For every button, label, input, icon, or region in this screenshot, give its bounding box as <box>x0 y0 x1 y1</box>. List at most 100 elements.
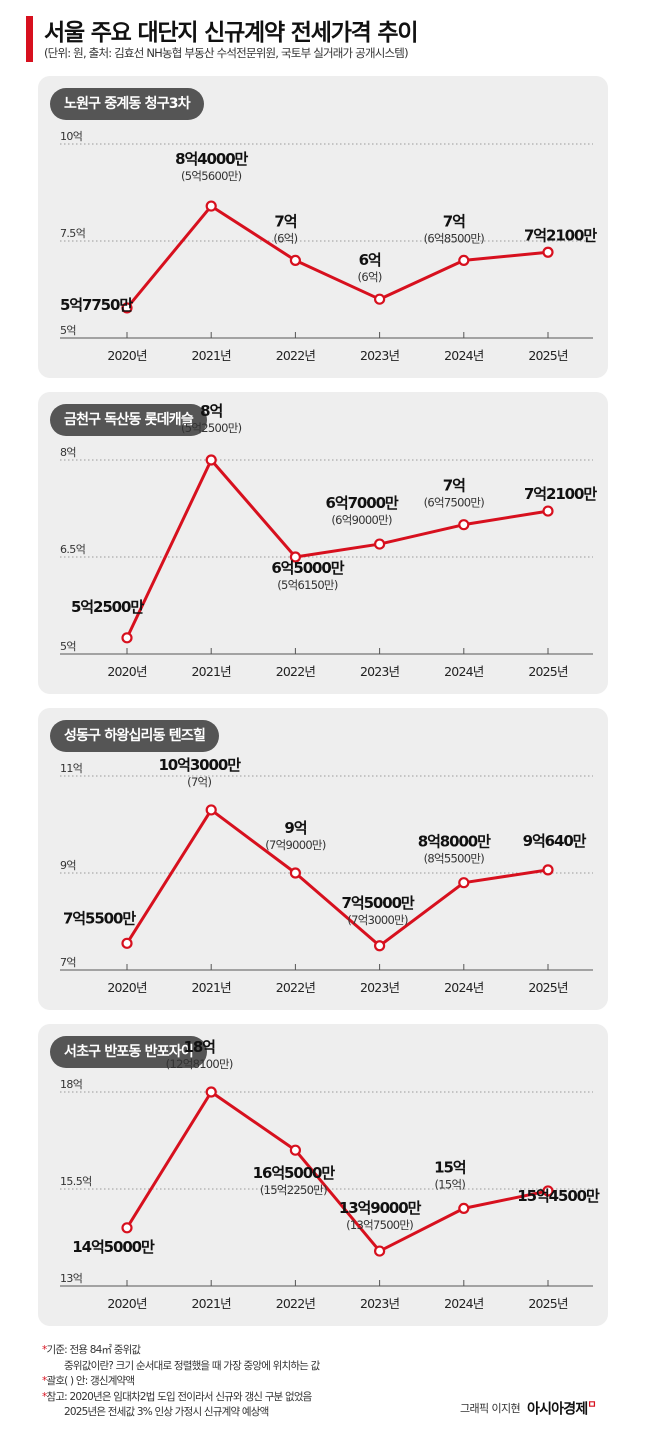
x-tick-label: 2020년 <box>107 348 147 363</box>
x-tick-label: 2023년 <box>360 348 400 363</box>
chart-title-pill: 금천구 독산동 롯데캐슬 <box>50 404 207 436</box>
y-tick-label: 15.5억 <box>60 1175 92 1188</box>
y-tick-label: 18억 <box>60 1078 82 1091</box>
footnote-line: *기준: 전용 84㎡ 중위값 <box>42 1344 141 1356</box>
value-label: 6억 <box>359 251 381 269</box>
value-label: 18억 <box>184 1038 216 1056</box>
value-label: 6억5000만 <box>271 559 344 577</box>
value-label: 14억5000만 <box>72 1238 155 1256</box>
x-tick-label: 2024년 <box>444 980 484 995</box>
renewal-label: (8억5500만) <box>424 852 485 866</box>
x-tick-label: 2025년 <box>528 980 568 995</box>
line-chart-seongdong: 11억 9억 7억 2020년 2021년 2022년 2023년 2024년 2025년 7억5… <box>60 756 593 995</box>
y-tick-label: 5억 <box>60 640 76 653</box>
value-label: 5억7750만 <box>60 296 133 314</box>
graphic-credit: 그래픽 이지현 <box>460 1402 521 1415</box>
brand-mark-icon: ㅁ <box>587 1400 596 1411</box>
value-label: 10억3000만 <box>158 756 241 774</box>
value-label: 13억9000만 <box>339 1199 422 1217</box>
line-chart-geumcheon: 8억 6.5억 5억 2020년 2021년 2022년 2023년 2024년 2025년 5억… <box>60 402 598 679</box>
x-tick-label: 2025년 <box>528 348 568 363</box>
y-tick-label: 6.5억 <box>60 543 85 556</box>
value-label: 8억8000만 <box>418 833 491 851</box>
x-tick-label: 2020년 <box>107 1296 147 1311</box>
series-line <box>125 808 549 948</box>
series-line <box>125 204 549 309</box>
page-subtitle: (단위: 원, 출처: 김효선 NH농협 부동산 수석전문위원, 국토부 실거래… <box>44 46 409 60</box>
x-tick-label: 2023년 <box>360 664 400 679</box>
value-label: 15억4500만 <box>517 1187 600 1205</box>
x-tick-label: 2020년 <box>107 664 147 679</box>
line-chart-nowon: 10억 7.5억 5억 2020년 2021년 2022년 2023년 2024년 2025년 5… <box>60 130 598 363</box>
renewal-label: (13억7500만) <box>346 1218 413 1232</box>
title-accent-bar <box>26 16 33 62</box>
page-title: 서울 주요 대단지 신규계약 전세가격 추이 <box>44 20 419 46</box>
value-label: 7억 <box>274 212 296 230</box>
renewal-label: (5억2500만) <box>181 421 242 435</box>
data-point <box>374 940 386 952</box>
chart-panel-geumcheon: 금천구 독산동 롯데캐슬 8억 6.5억 5억 2020년 2021년 2022년 2023… <box>38 392 608 694</box>
value-label: 7억2100만 <box>524 485 597 503</box>
x-tick-label: 2023년 <box>360 1296 400 1311</box>
renewal-label: (5억5600만) <box>181 169 242 183</box>
value-label: 6억7000만 <box>326 494 399 512</box>
renewal-label: (15억2250만) <box>260 1183 327 1197</box>
data-point <box>289 254 301 266</box>
value-label: 15억 <box>434 1158 466 1176</box>
x-tick-label: 2024년 <box>444 664 484 679</box>
x-tick-label: 2020년 <box>107 980 147 995</box>
data-point <box>458 877 470 889</box>
data-point <box>374 538 386 550</box>
data-point <box>542 505 554 517</box>
data-point <box>542 864 554 876</box>
footnote-line: *괄호( ) 안: 갱신계약액 <box>42 1375 135 1387</box>
data-point <box>121 632 133 644</box>
footnotes: *기준: 전용 84㎡ 중위값 중위값이란? 크기 순서대로 정렬했을 때 가장… <box>42 1343 320 1421</box>
x-tick-label: 2021년 <box>192 664 232 679</box>
y-tick-label: 7억 <box>60 956 76 969</box>
renewal-label: (7억) <box>187 775 211 789</box>
data-point <box>289 551 301 563</box>
data-point <box>542 246 554 258</box>
y-tick-label: 9억 <box>60 859 76 872</box>
data-point <box>374 1245 386 1257</box>
x-tick-label: 2025년 <box>528 1296 568 1311</box>
data-point <box>458 254 470 266</box>
renewal-label: (6억9000만) <box>331 513 392 527</box>
footnote-line: 2025년은 전세값 3% 인상 가정시 신규계약 예상액 <box>64 1406 269 1418</box>
value-label: 7억5500만 <box>63 909 136 927</box>
chart-panel-nowon: 노원구 중계동 청구3차 10억 7.5억 5억 2020년 2021년 2022년 202… <box>38 76 608 378</box>
y-tick-label: 5억 <box>60 324 76 337</box>
x-tick-label: 2024년 <box>444 348 484 363</box>
data-point <box>542 1185 554 1197</box>
chart-title-pill: 서초구 반포동 반포자이 <box>50 1036 207 1068</box>
x-tick-label: 2025년 <box>528 664 568 679</box>
data-point <box>205 1086 217 1098</box>
series-line <box>125 458 549 639</box>
chart-title-pill: 노원구 중계동 청구3차 <box>50 88 204 120</box>
renewal-label: (15억) <box>434 1177 465 1191</box>
value-label: 7억2100만 <box>524 226 597 244</box>
chart-panel-seocho: 서초구 반포동 반포자이 18억 15.5억 13억 2020년 2021년 2022년 2… <box>38 1024 608 1326</box>
value-label: 7억 <box>443 212 465 230</box>
value-label: 9억 <box>284 819 306 837</box>
data-point <box>205 804 217 816</box>
x-tick-label: 2022년 <box>276 980 316 995</box>
chart-panel-seongdong: 성동구 하왕십리동 텐즈힐 11억 9억 7억 2020년 2021년 2022년 2023… <box>38 708 608 1010</box>
value-label: 16억5000만 <box>253 1164 336 1182</box>
data-point <box>289 1144 301 1156</box>
data-point <box>458 519 470 531</box>
renewal-label: (5억6150만) <box>277 578 338 592</box>
x-tick-label: 2021년 <box>192 980 232 995</box>
value-label: 8억4000만 <box>175 150 248 168</box>
renewal-label: (6억8500만) <box>424 231 485 245</box>
brand-logo: 아시아경제ㅁ <box>527 1400 597 1418</box>
renewal-label: (7억3000만) <box>347 913 408 927</box>
chart-title-pill: 성동구 하왕십리동 텐즈힐 <box>50 720 220 752</box>
footnote-line: 중위값이란? 크기 순서대로 정렬했을 때 가장 중앙에 위치하는 값 <box>64 1359 320 1372</box>
footnote-line: *참고: 2020년은 임대차2법 도입 전이라서 신규와 갱신 구분 없었음 <box>42 1390 312 1403</box>
renewal-label: (6억) <box>358 270 382 284</box>
x-tick-label: 2022년 <box>276 348 316 363</box>
y-tick-label: 11억 <box>60 762 82 775</box>
renewal-label: (6억7500만) <box>424 496 485 510</box>
